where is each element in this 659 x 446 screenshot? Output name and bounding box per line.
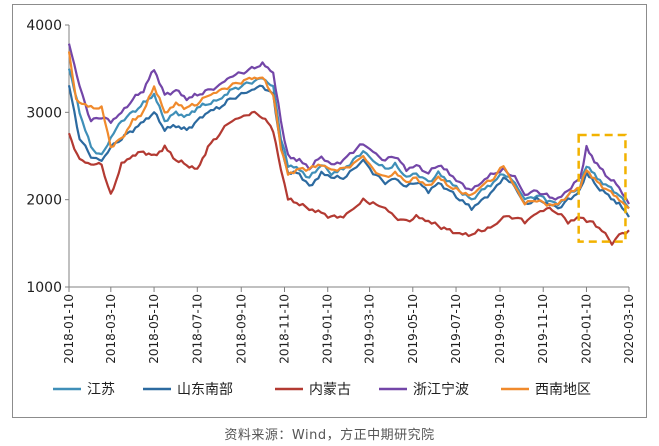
x-tick-label: 2018-07-10 — [190, 294, 204, 364]
x-axis: 2018-01-10 2018-03-10 2018-05-10 2018-07-10… — [62, 286, 636, 364]
x-tick-label: 2018-11-10 — [277, 294, 291, 364]
y-tick-label: 2000 — [26, 193, 62, 209]
x-tick-label: 2020-01-10 — [579, 294, 593, 364]
series-line-5 — [67, 51, 630, 210]
legend-label: 江苏 — [87, 382, 115, 398]
series-line-1 — [67, 68, 630, 210]
legend-label: 内蒙古 — [309, 382, 351, 398]
x-tick-label: 2019-01-10 — [321, 294, 335, 364]
x-tick-label: 2018-01-10 — [62, 294, 76, 364]
series-line-4 — [67, 43, 630, 205]
x-tick-label: 2018-05-10 — [147, 294, 161, 364]
x-tick-label: 2019-03-10 — [363, 294, 377, 364]
y-axis: 1000 2000 3000 4000 — [26, 18, 70, 296]
x-tick-label: 2018-09-10 — [234, 294, 248, 364]
x-tick-label: 2019-07-10 — [449, 294, 463, 364]
legend-label: 西南地区 — [535, 382, 591, 398]
x-tick-label: 2018-03-10 — [104, 294, 118, 364]
legend-label: 浙江宁波 — [413, 381, 469, 398]
x-tick-label: 2019-11-10 — [536, 294, 550, 364]
x-tick-label: 2019-09-10 — [493, 294, 507, 364]
y-tick-label: 4000 — [26, 18, 62, 34]
chart-frame: 1000 2000 3000 4000 2018-01-10 2018-03-10 201… — [12, 4, 647, 418]
series-line-3 — [67, 110, 630, 246]
source-note: 资料来源：Wind，方正中期研究院 — [224, 428, 435, 443]
series-lines — [67, 43, 630, 246]
x-tick-label: 2020-03-10 — [622, 294, 636, 364]
legend: 江苏 山东南部 内蒙古 浙江宁波 西南地区 — [53, 381, 591, 398]
x-tick-label: 2019-05-10 — [406, 294, 420, 364]
highlight-box-layer — [577, 133, 627, 243]
y-tick-label: 1000 — [26, 280, 62, 296]
legend-label: 山东南部 — [177, 382, 233, 398]
y-tick-label: 3000 — [26, 105, 62, 121]
highlight-box — [577, 133, 627, 243]
